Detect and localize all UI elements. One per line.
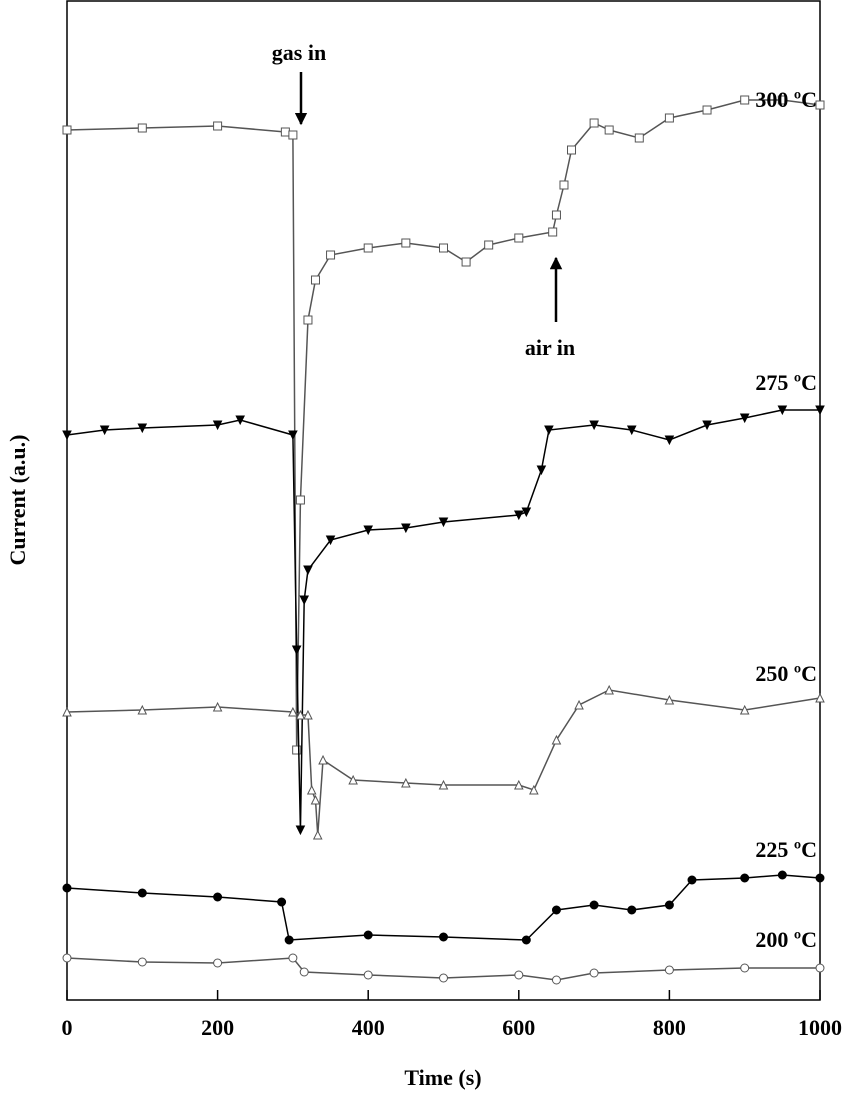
series-line <box>67 690 820 835</box>
annotation: gas in <box>272 40 326 65</box>
point <box>530 786 538 794</box>
point <box>635 134 643 142</box>
point <box>816 101 824 109</box>
plot-frame <box>67 1 820 1000</box>
series-label: 225 ºC <box>755 837 817 862</box>
point <box>296 826 304 834</box>
point <box>289 431 297 439</box>
point <box>138 889 146 897</box>
point <box>560 181 568 189</box>
series-label: 200 ºC <box>755 927 817 952</box>
point <box>522 936 530 944</box>
point <box>485 241 493 249</box>
point <box>214 959 222 967</box>
point <box>402 239 410 247</box>
point <box>289 954 297 962</box>
point <box>515 971 523 979</box>
point <box>289 131 297 139</box>
point <box>778 871 786 879</box>
point <box>314 831 322 839</box>
point <box>63 954 71 962</box>
x-tick-label: 400 <box>352 1015 385 1040</box>
point <box>462 258 470 266</box>
point <box>552 211 560 219</box>
point <box>308 786 316 794</box>
point <box>138 124 146 132</box>
point <box>364 244 372 252</box>
point <box>575 701 583 709</box>
point <box>364 971 372 979</box>
point <box>552 976 560 984</box>
point <box>568 146 576 154</box>
point <box>296 496 304 504</box>
point <box>214 122 222 130</box>
point <box>364 931 372 939</box>
point <box>590 901 598 909</box>
point <box>590 969 598 977</box>
point <box>816 874 824 882</box>
point <box>440 244 448 252</box>
point <box>665 901 673 909</box>
point <box>741 874 749 882</box>
point <box>665 114 673 122</box>
point <box>63 884 71 892</box>
series-label: 275 ºC <box>755 370 817 395</box>
x-tick-label: 200 <box>201 1015 234 1040</box>
point <box>537 466 545 474</box>
point <box>304 566 312 574</box>
point <box>549 228 557 236</box>
point <box>281 128 289 136</box>
point <box>311 796 319 804</box>
point <box>293 646 301 654</box>
point <box>311 276 319 284</box>
point <box>741 96 749 104</box>
series-label: 300 ºC <box>755 87 817 112</box>
point <box>665 966 673 974</box>
point <box>552 736 560 744</box>
point <box>741 964 749 972</box>
series-label: 250 ºC <box>755 661 817 686</box>
point <box>703 106 711 114</box>
point <box>440 974 448 982</box>
point <box>688 876 696 884</box>
point <box>628 906 636 914</box>
point <box>327 251 335 259</box>
point <box>522 508 530 516</box>
point <box>319 756 327 764</box>
x-axis-label: Time (s) <box>404 1065 481 1090</box>
point <box>440 933 448 941</box>
point <box>214 893 222 901</box>
point <box>304 316 312 324</box>
point <box>590 119 598 127</box>
point <box>138 958 146 966</box>
point <box>605 126 613 134</box>
point <box>300 968 308 976</box>
x-tick-label: 0 <box>62 1015 73 1040</box>
point <box>285 936 293 944</box>
point <box>278 898 286 906</box>
point <box>300 596 308 604</box>
x-tick-label: 600 <box>502 1015 535 1040</box>
annotation: air in <box>525 335 575 360</box>
x-tick-label: 1000 <box>798 1015 842 1040</box>
point <box>515 234 523 242</box>
chart: Time (s) Current (a.u.) 0 200 400 600 800 100… <box>0 0 851 1097</box>
point <box>552 906 560 914</box>
series-line <box>67 410 820 830</box>
point <box>63 126 71 134</box>
y-axis-label: Current (a.u.) <box>5 435 30 566</box>
point <box>816 964 824 972</box>
x-tick-label: 800 <box>653 1015 686 1040</box>
series-line <box>67 875 820 940</box>
